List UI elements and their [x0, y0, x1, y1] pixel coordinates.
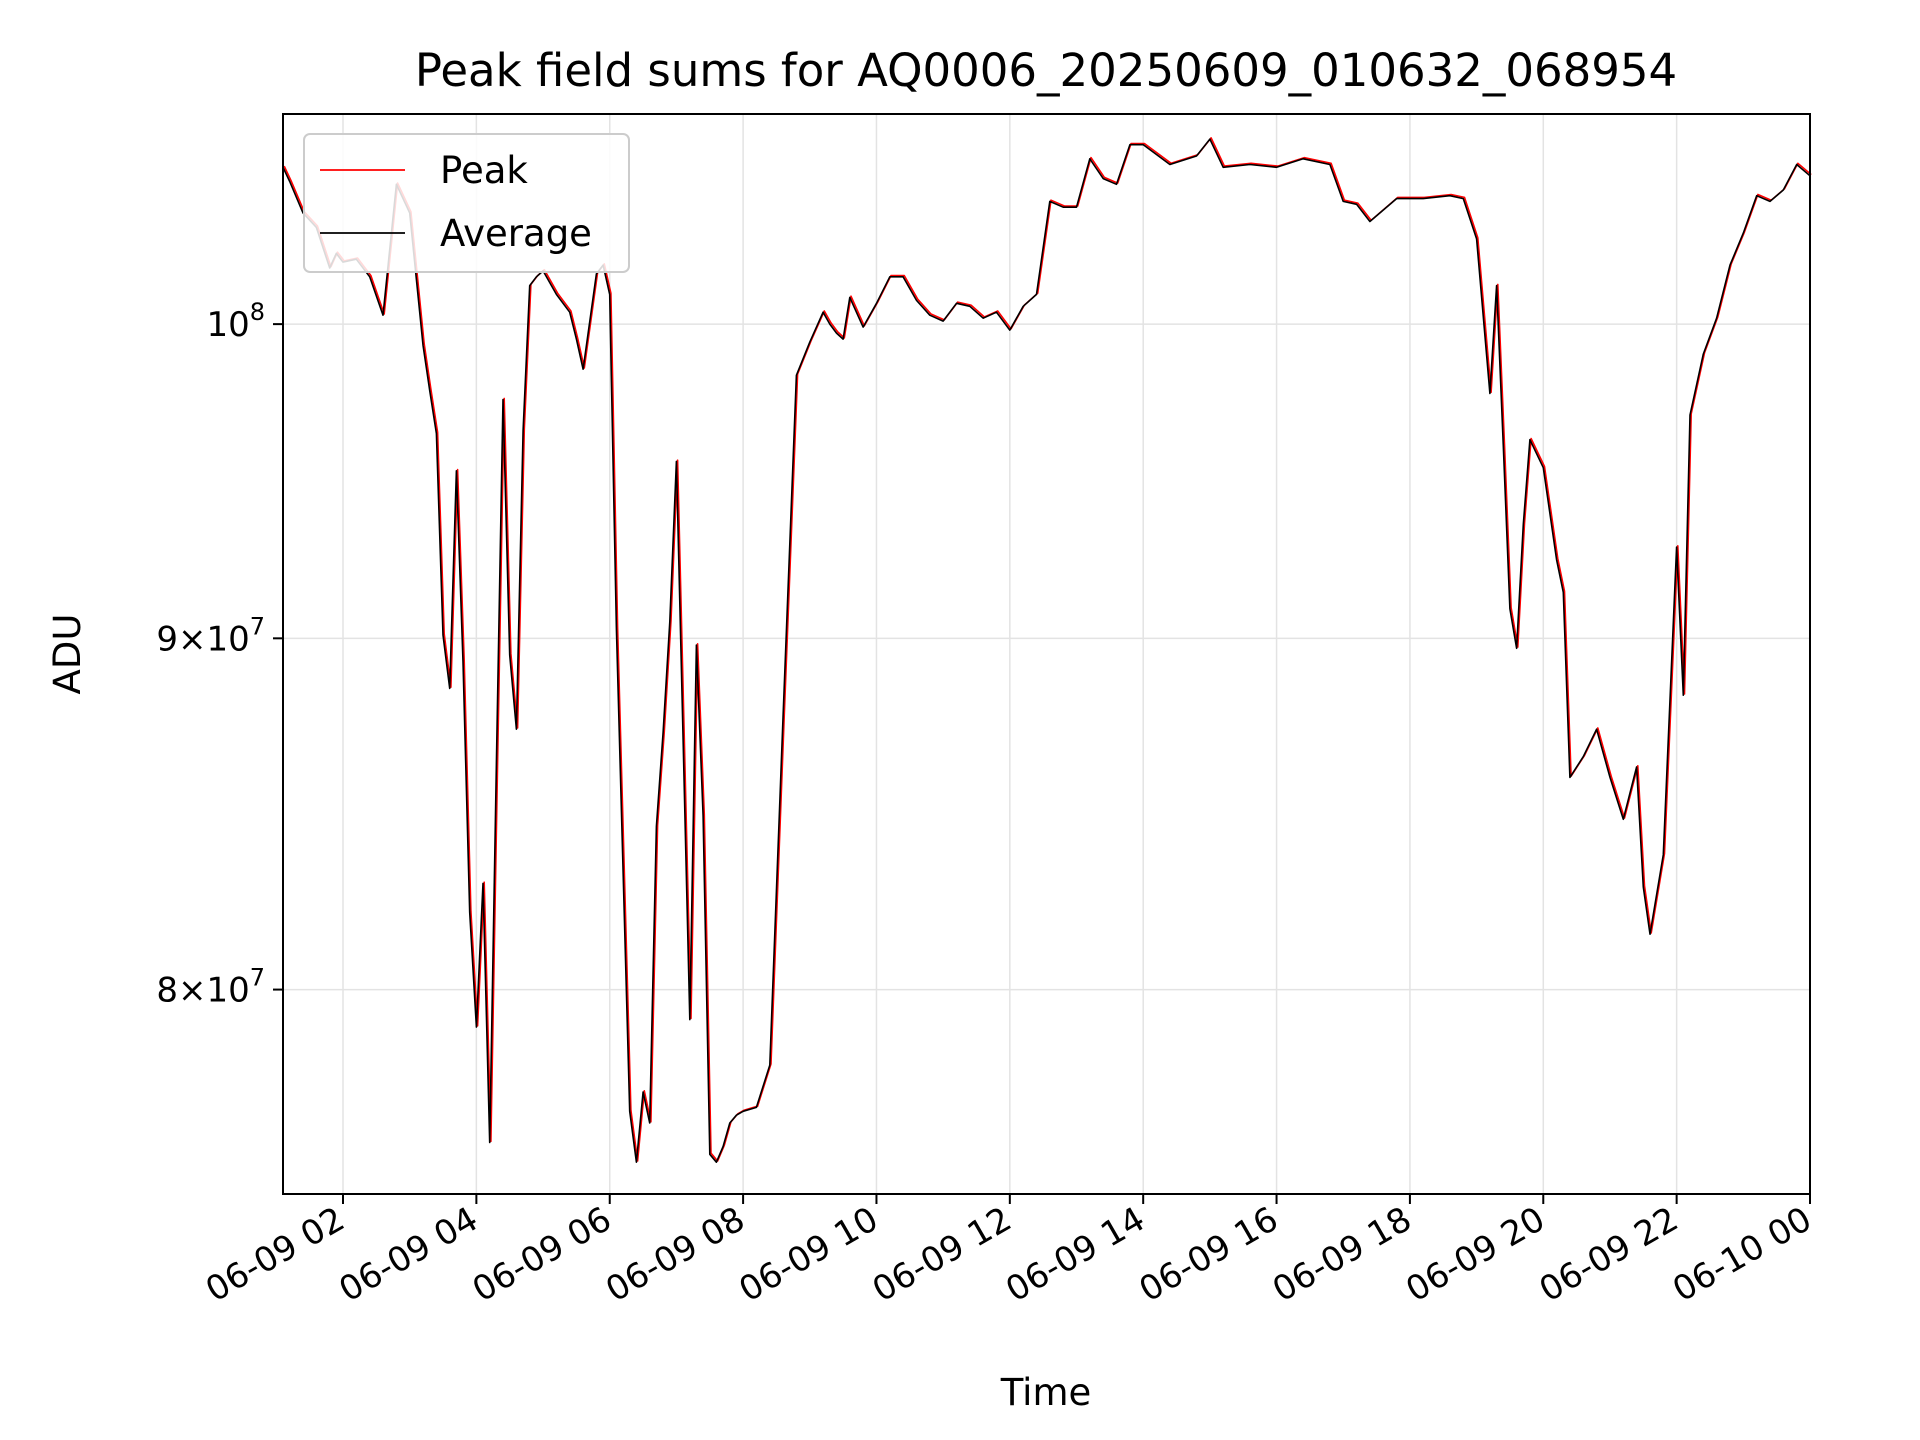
- chart-title: Peak field sums for AQ0006_20250609_0106…: [415, 44, 1677, 97]
- x-axis-label: Time: [1000, 1371, 1092, 1414]
- plot-frame: [282, 113, 1811, 1195]
- y-tick-exponent: 8: [250, 298, 265, 326]
- y-tick-base: 10: [206, 971, 249, 1011]
- series-layer: [282, 137, 1812, 1163]
- y-tick-mantissa: 9: [156, 619, 178, 659]
- y-tick-times: ×: [178, 971, 207, 1011]
- legend: Peak Average: [303, 133, 630, 273]
- y-axis-label: ADU: [46, 614, 89, 695]
- y-tick-exponent: 7: [250, 612, 265, 640]
- y-tick-times: ×: [178, 619, 207, 659]
- legend-label-average: Average: [440, 212, 592, 255]
- series-line-average: [282, 138, 1811, 1163]
- y-tick-base: 10: [206, 305, 249, 345]
- legend-box: [303, 133, 630, 273]
- y-tick-base: 10: [206, 619, 249, 659]
- legend-label-peak: Peak: [440, 149, 528, 192]
- y-tick-label: 108: [206, 298, 265, 345]
- y-tick-exponent: 7: [250, 964, 265, 992]
- y-tick-label: 8×107: [156, 964, 265, 1011]
- y-tick-mantissa: 8: [156, 971, 178, 1011]
- y-tick-label: 9×107: [156, 612, 265, 659]
